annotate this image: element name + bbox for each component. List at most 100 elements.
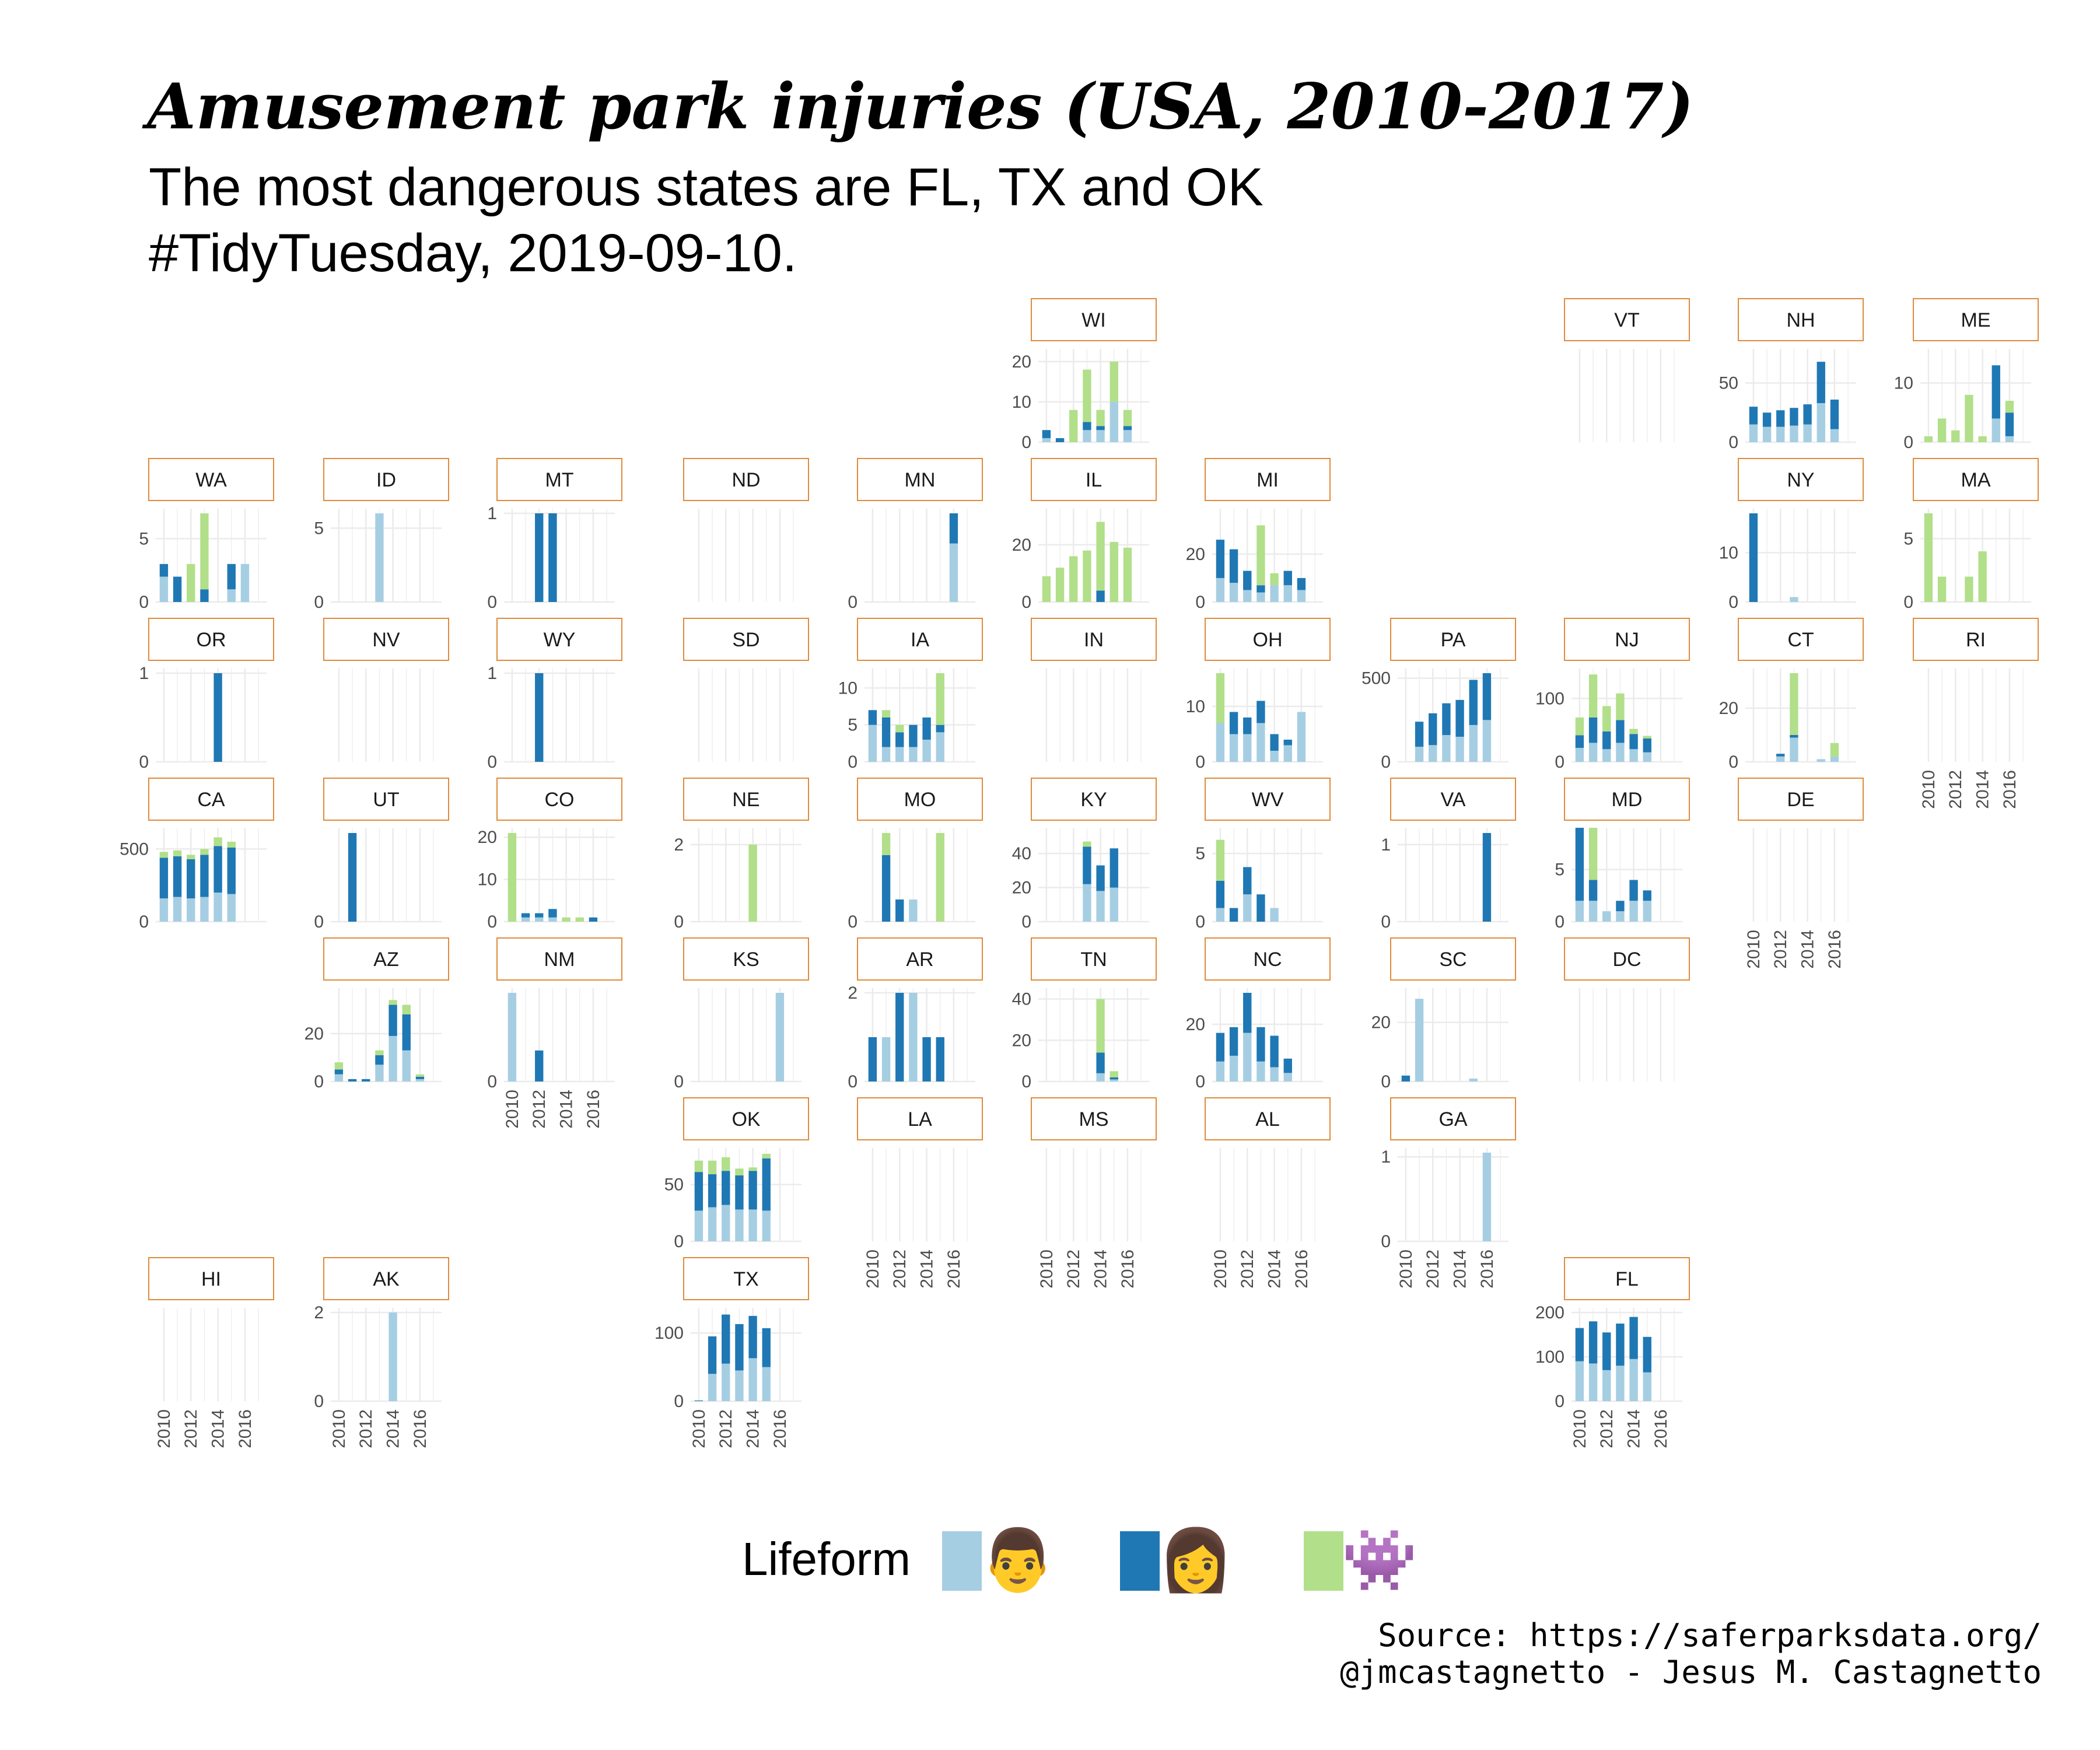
bar-ok-2012-unknown	[722, 1157, 730, 1171]
bar-fl-2014-woman	[1629, 1317, 1638, 1359]
bar-ca-2012-woman	[187, 859, 195, 899]
facet-tn: TN 0 20 40	[1012, 937, 1157, 1091]
y-tick-label: 0	[1195, 593, 1205, 612]
bar-co-2015-unknown	[575, 917, 584, 922]
x-tick-label: 2014	[1451, 1250, 1470, 1289]
bar-nc-2011-woman	[1229, 1027, 1238, 1056]
bar-id-2013-man	[375, 513, 384, 602]
x-tick-label: 2014	[744, 1409, 763, 1448]
y-tick-label: 1	[139, 664, 149, 683]
bar-ok-2010-woman	[694, 1172, 704, 1211]
bar-va-2016-woman	[1482, 833, 1492, 922]
facet-nv: NV	[323, 618, 449, 762]
bar-or-2014-woman	[214, 673, 222, 762]
bar-nc-2011-man	[1229, 1055, 1238, 1082]
y-tick-label: 5	[139, 529, 149, 548]
bar-nj-2012-woman	[1602, 731, 1611, 750]
facet-strip	[1564, 1257, 1690, 1300]
bar-il-2012-unknown	[1069, 556, 1078, 602]
facet-ma: MA 0 5	[1903, 458, 2039, 612]
facet-strip	[1031, 778, 1157, 821]
facet-vt: VT	[1564, 298, 1690, 442]
bar-nj-2014-man	[1629, 749, 1638, 762]
bar-tx-2012-woman	[722, 1314, 730, 1364]
x-tick-label: 2012	[1597, 1409, 1616, 1448]
y-tick-label: 0	[1381, 912, 1391, 932]
bar-wa-2010-woman	[159, 564, 169, 577]
bar-me-2013-unknown	[1965, 394, 1973, 442]
bar-ok-2010-man	[694, 1210, 704, 1241]
bar-oh-2014-man	[1270, 751, 1279, 762]
x-tick-label: 2016	[1825, 930, 1845, 969]
facet-sc: SC 0 20	[1371, 937, 1516, 1091]
facet-label: KY	[1080, 789, 1107, 811]
bar-me-2016-unknown	[2005, 401, 2014, 413]
bar-ok-2015-unknown	[762, 1153, 771, 1158]
x-tick-label: 2014	[1265, 1250, 1284, 1289]
bar-ok-2014-woman	[748, 1171, 757, 1210]
bar-fl-2010-woman	[1575, 1328, 1584, 1362]
y-tick-label: 0	[1195, 752, 1205, 772]
bar-az-2012-woman	[362, 1079, 370, 1082]
bar-tn-2014-unknown	[1096, 999, 1105, 1053]
bar-ok-2012-woman	[722, 1171, 730, 1205]
y-tick-label: 0	[487, 593, 497, 612]
facet-label: MD	[1612, 789, 1643, 811]
facet-label: LA	[908, 1108, 932, 1130]
bar-ca-2011-unknown	[173, 850, 182, 856]
bar-mi-2010-man	[1216, 578, 1225, 602]
x-tick-label: 2014	[209, 1409, 228, 1448]
bar-pa-2014-man	[1455, 736, 1464, 762]
bar-mi-2011-woman	[1229, 549, 1238, 583]
facet-label: NY	[1787, 469, 1814, 491]
facet-strip	[1390, 1097, 1516, 1140]
y-tick-label: 2	[674, 835, 684, 855]
bar-ga-2016-man	[1482, 1153, 1492, 1241]
bar-ok-2010-unknown	[694, 1160, 704, 1172]
facet-strip	[148, 458, 274, 501]
facet-strip	[148, 1257, 274, 1300]
facet-strip	[1205, 778, 1331, 821]
facet-label: AL	[1255, 1108, 1280, 1130]
y-tick-label: 2	[848, 984, 858, 1003]
bar-nh-2016-man	[1830, 429, 1839, 442]
bar-ca-2015-unknown	[227, 841, 236, 848]
x-tick-label: 2014	[384, 1409, 403, 1448]
y-tick-label: 20	[1012, 536, 1031, 555]
x-tick-label: 2016	[236, 1409, 255, 1448]
facet-strip	[1564, 778, 1690, 821]
bar-pa-2011-woman	[1415, 722, 1424, 747]
bar-tx-2011-woman	[708, 1336, 717, 1374]
facet-strip	[1390, 618, 1516, 661]
facet-wa: WA 0 5	[139, 458, 274, 612]
bar-ok-2014-unknown	[748, 1167, 757, 1171]
bar-ct-2013-woman	[1790, 734, 1798, 738]
bar-wv-2013-woman	[1256, 894, 1265, 922]
facet-pa: PA 0 500	[1362, 618, 1516, 772]
facet-strip	[1738, 458, 1864, 501]
bar-az-2014-man	[388, 1035, 397, 1082]
legend-key	[942, 1531, 982, 1591]
bar-mi-2013-man	[1256, 592, 1265, 602]
facet-strip	[1205, 618, 1331, 661]
bar-ia-2013-man	[909, 747, 918, 762]
facet-strip	[1913, 298, 2039, 341]
bar-tn-2015-woman	[1110, 1077, 1118, 1080]
bar-ky-2014-man	[1096, 891, 1105, 922]
x-tick-label: 2010	[330, 1409, 349, 1448]
bar-nj-2010-man	[1575, 748, 1584, 762]
bar-il-2010-unknown	[1042, 576, 1051, 602]
bar-ky-2013-woman	[1083, 846, 1091, 884]
bar-mn-2016-woman	[949, 513, 958, 544]
bar-ny-2010-woman	[1749, 513, 1758, 602]
bar-nh-2014-man	[1803, 424, 1812, 442]
x-tick-label: 2010	[155, 1409, 174, 1448]
bar-wa-2011-woman	[173, 576, 182, 602]
bar-md-2011-unknown	[1588, 828, 1598, 880]
facet-strip	[857, 458, 983, 501]
y-tick-label: 100	[1535, 689, 1564, 708]
y-tick-label: 10	[478, 870, 497, 890]
bar-ca-2011-man	[173, 897, 182, 922]
legend-title: Lifeform	[742, 1533, 911, 1585]
facet-md: MD 0 5	[1555, 778, 1690, 932]
